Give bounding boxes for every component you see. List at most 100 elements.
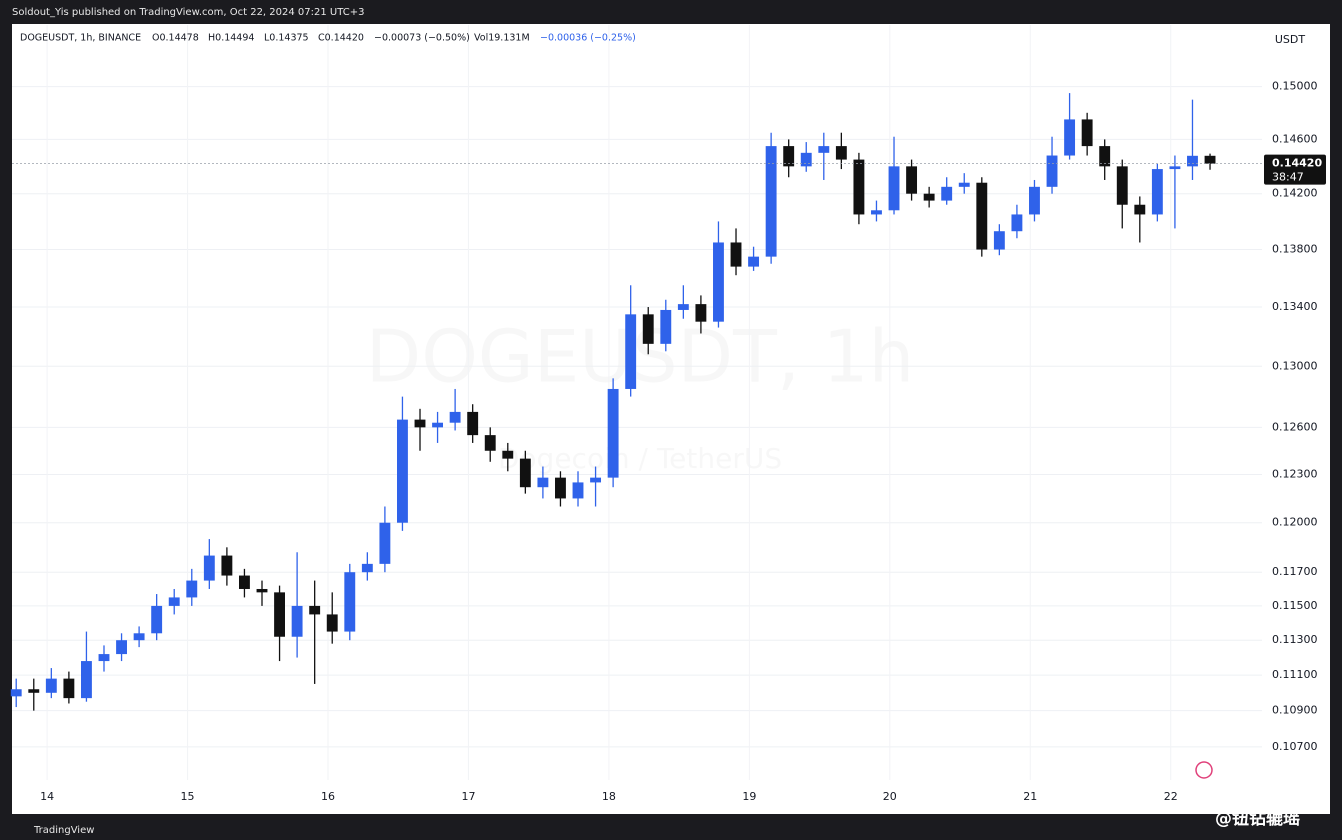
candle-body	[502, 450, 514, 459]
volume: Vol19.131M	[474, 33, 530, 44]
y-tick-label: 0.11700	[1272, 565, 1318, 578]
y-tick-label: 0.12000	[1272, 516, 1318, 529]
candle-body	[800, 152, 812, 167]
candle-body	[519, 458, 531, 488]
x-tick-label: 18	[602, 790, 616, 803]
grid	[12, 25, 1262, 780]
change: −0.00073 (−0.50%)	[374, 33, 470, 44]
y-tick-label: 0.10900	[1272, 704, 1318, 717]
candle-body	[941, 186, 953, 201]
candle-body	[256, 588, 268, 593]
candle-body	[537, 477, 549, 488]
y-tick-label: 0.11100	[1272, 668, 1318, 681]
candle-body	[379, 522, 391, 564]
candle-body	[607, 388, 619, 478]
symbol: DOGEUSDT, 1h, BINANCE	[20, 33, 141, 44]
candle-body	[1116, 166, 1128, 205]
candle-body	[45, 678, 57, 693]
x-tick-label: 16	[321, 790, 335, 803]
candle-body	[958, 182, 970, 187]
candle-body	[1011, 214, 1023, 232]
candle-body	[1064, 119, 1076, 156]
candle-body	[309, 605, 321, 615]
candle-body	[818, 146, 830, 153]
ohlc-open: O0.14478	[152, 33, 199, 44]
y-tick-label: 0.14200	[1272, 187, 1318, 200]
candle-body	[361, 563, 373, 573]
y-axis-label: USDT	[1275, 33, 1306, 46]
candle-body	[625, 314, 637, 389]
candle-body	[572, 482, 584, 499]
y-tick-label: 0.11500	[1272, 599, 1318, 612]
y-tick-label: 0.13000	[1272, 359, 1318, 372]
candle-body	[660, 309, 672, 344]
candle-body	[993, 231, 1005, 250]
x-tick-label: 17	[461, 790, 475, 803]
candle-body	[713, 242, 724, 322]
x-tick-label: 19	[742, 790, 756, 803]
candle-body	[765, 146, 777, 257]
candle-body	[555, 477, 566, 499]
candle-body	[28, 689, 40, 693]
candle-body	[151, 605, 163, 634]
candle-body	[1046, 155, 1058, 187]
candle-body	[871, 210, 882, 215]
candle-body	[677, 304, 689, 310]
candle-body	[1204, 155, 1216, 164]
y-tick-label: 0.13800	[1272, 243, 1318, 256]
candle-body	[291, 605, 303, 637]
y-tick-label: 0.12300	[1272, 467, 1318, 480]
candle-body	[116, 640, 127, 655]
x-tick-label: 14	[40, 790, 54, 803]
candle-body	[1099, 146, 1111, 167]
candle-body	[203, 555, 215, 581]
x-tick-label: 20	[883, 790, 897, 803]
y-tick-label: 0.15000	[1272, 80, 1318, 93]
candle-body	[1187, 155, 1198, 167]
candle-body	[449, 411, 461, 423]
footer-handle: @钮钻辘瑶	[1215, 808, 1300, 829]
candle-body	[853, 159, 865, 215]
candle-body	[730, 242, 742, 267]
candle-body	[80, 661, 92, 699]
candle-body	[344, 572, 356, 632]
legend-line: DOGEUSDT, 1h, BINANCE O0.14478 H0.14494 …	[20, 33, 636, 44]
ohlc-high: H0.14494	[208, 33, 254, 44]
candle-body	[748, 256, 760, 267]
countdown: 38:47	[1272, 171, 1304, 184]
candle-body	[63, 678, 75, 699]
candle-body	[133, 633, 145, 641]
y-tick-label: 0.13400	[1272, 300, 1318, 313]
candle-body	[783, 146, 795, 167]
candle-body	[1169, 166, 1181, 170]
candle-body	[221, 555, 233, 576]
candle-body	[1134, 204, 1146, 215]
candle-body	[186, 580, 198, 598]
candle-body	[835, 146, 847, 160]
candle-body	[274, 592, 285, 637]
watermark-title: DOGEUSDT, 1h	[366, 315, 914, 399]
y-tick-label: 0.10700	[1272, 740, 1318, 753]
candle-body	[888, 166, 900, 211]
candle-body	[397, 419, 408, 523]
ohlc-close: C0.14420	[318, 33, 364, 44]
x-tick-label: 22	[1164, 790, 1178, 803]
candle-body	[695, 304, 707, 322]
watermark-subtitle: Dogecoin / TetherUS	[498, 442, 782, 475]
candle-body	[432, 422, 444, 428]
y-tick-label: 0.12600	[1272, 420, 1318, 433]
logo-icon	[1195, 761, 1213, 779]
indicator: −0.00036 (−0.25%)	[540, 33, 636, 44]
candle-body	[923, 193, 935, 201]
candle-body	[239, 575, 250, 589]
candle-body	[467, 411, 479, 436]
candle-body	[642, 314, 654, 344]
ohlc-low: L0.14375	[264, 33, 309, 44]
y-tick-label: 0.11300	[1272, 633, 1318, 646]
x-tick-label: 21	[1023, 790, 1037, 803]
last-price-label: 0.14420	[1272, 157, 1322, 170]
candle-body	[168, 597, 180, 606]
candle-body	[1151, 169, 1163, 215]
